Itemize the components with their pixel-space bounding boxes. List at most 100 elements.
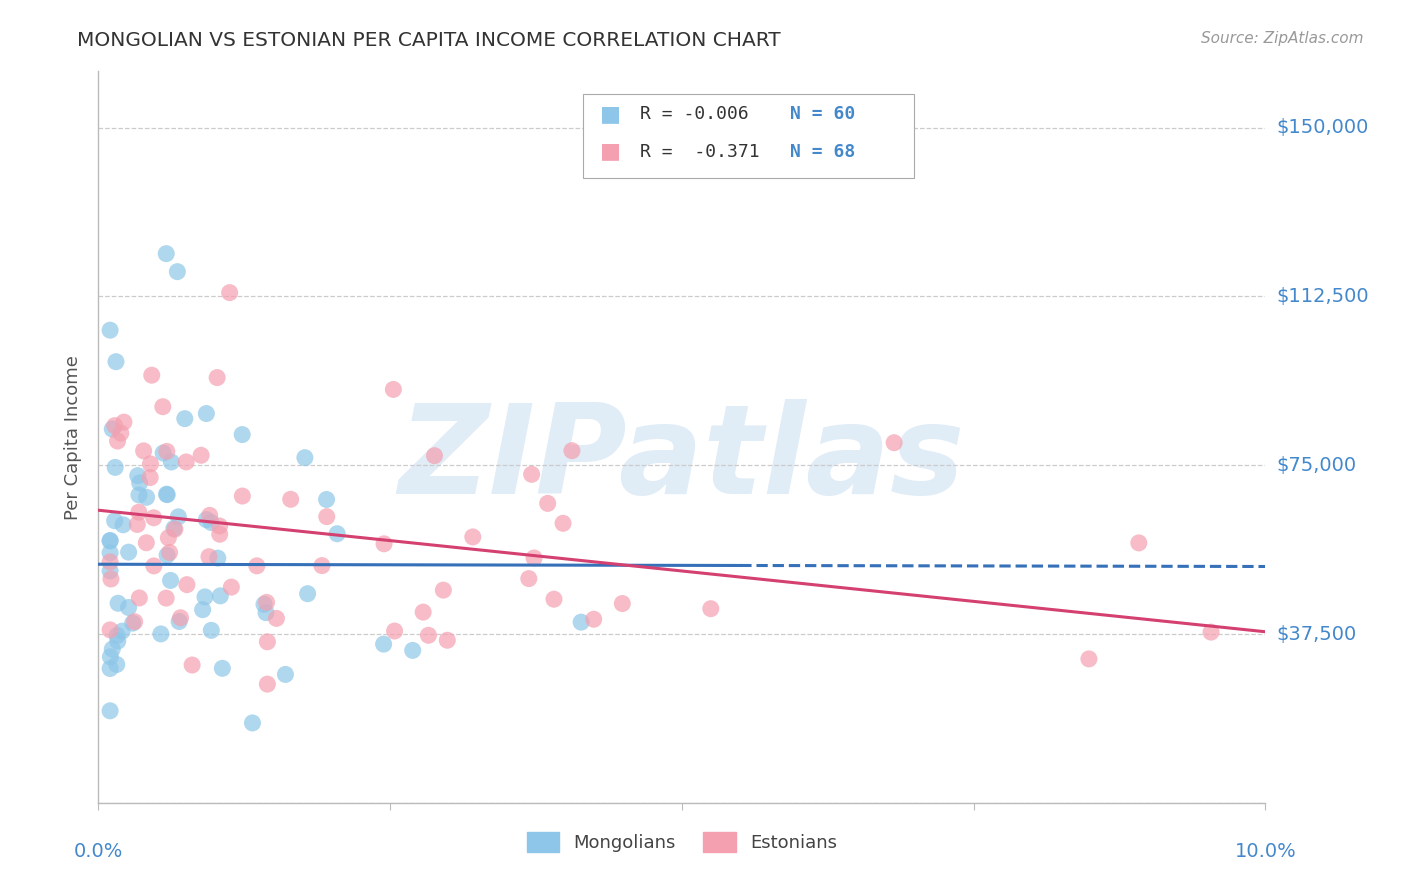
Point (156, 548, 179, 562)
Point (294, 450, 316, 465)
Point (163, 521, 186, 535)
Text: MONGOLIAN VS ESTONIAN PER CAPITA INCOME CORRELATION CHART: MONGOLIAN VS ESTONIAN PER CAPITA INCOME … (77, 31, 780, 50)
Point (537, 496, 560, 510)
Point (105, 628, 128, 642)
Point (211, 661, 233, 675)
Point (221, 580, 243, 594)
Point (155, 591, 177, 606)
Point (315, 509, 337, 524)
Legend: Mongolians, Estonians: Mongolians, Estonians (519, 824, 845, 860)
Point (160, 455, 183, 469)
Point (157, 531, 180, 545)
Point (461, 530, 484, 544)
Point (98, 623, 121, 637)
Point (167, 509, 190, 524)
Point (156, 488, 179, 502)
Point (169, 611, 191, 625)
Point (418, 628, 440, 642)
Point (139, 470, 162, 484)
Point (107, 596, 129, 610)
Point (423, 449, 446, 463)
Point (242, 715, 264, 730)
Point (198, 549, 221, 564)
Text: ■: ■ (600, 104, 621, 124)
Point (98, 564, 121, 578)
Point (274, 667, 297, 681)
Point (105, 657, 128, 672)
Point (98, 323, 121, 337)
Text: 10.0%: 10.0% (1234, 842, 1296, 861)
Point (382, 383, 405, 397)
Point (98, 533, 121, 548)
Point (132, 443, 155, 458)
Point (194, 590, 217, 604)
Point (107, 434, 129, 448)
Text: Source: ZipAtlas.com: Source: ZipAtlas.com (1201, 31, 1364, 46)
Point (256, 595, 278, 609)
Point (700, 601, 723, 615)
Text: ■: ■ (600, 142, 621, 161)
Point (543, 592, 565, 607)
Point (373, 537, 395, 551)
Point (208, 519, 231, 533)
Point (163, 522, 186, 536)
Point (208, 527, 231, 541)
Point (384, 624, 406, 638)
Point (173, 411, 195, 425)
Point (152, 400, 174, 414)
Point (98, 546, 121, 560)
Point (412, 605, 434, 619)
Point (104, 418, 127, 433)
Point (195, 407, 218, 421)
Point (569, 615, 592, 629)
Point (253, 597, 276, 611)
Point (200, 516, 222, 530)
Point (135, 535, 157, 549)
Text: R =  -0.371: R = -0.371 (640, 143, 759, 161)
Text: R = -0.006: R = -0.006 (640, 105, 748, 123)
Text: $150,000: $150,000 (1277, 118, 1369, 137)
Point (1077, 652, 1099, 666)
Text: N = 68: N = 68 (790, 143, 855, 161)
Point (254, 606, 277, 620)
Point (517, 572, 540, 586)
Point (561, 443, 583, 458)
Point (523, 551, 546, 566)
Point (315, 492, 337, 507)
Point (612, 597, 634, 611)
Point (311, 558, 333, 573)
Point (104, 354, 127, 368)
Point (141, 368, 163, 383)
Point (127, 468, 149, 483)
Point (883, 435, 905, 450)
Point (191, 603, 214, 617)
Point (128, 488, 150, 502)
Point (104, 460, 127, 475)
Point (246, 558, 269, 573)
Point (135, 490, 157, 504)
Point (402, 643, 425, 657)
Point (155, 487, 177, 501)
Point (297, 587, 319, 601)
Point (159, 545, 181, 559)
Point (195, 513, 218, 527)
Text: $37,500: $37,500 (1277, 624, 1357, 643)
Point (1199, 625, 1222, 640)
Point (98, 555, 121, 569)
Point (107, 634, 129, 648)
Point (100, 649, 122, 664)
Point (174, 455, 197, 469)
Point (124, 615, 146, 629)
Point (256, 677, 278, 691)
Point (436, 633, 458, 648)
Point (128, 475, 150, 490)
Point (98, 533, 121, 548)
Point (155, 246, 177, 260)
Point (128, 505, 150, 519)
Point (127, 517, 149, 532)
Point (149, 627, 172, 641)
Point (1128, 536, 1150, 550)
Point (209, 589, 232, 603)
Point (156, 444, 179, 458)
Point (190, 448, 212, 462)
